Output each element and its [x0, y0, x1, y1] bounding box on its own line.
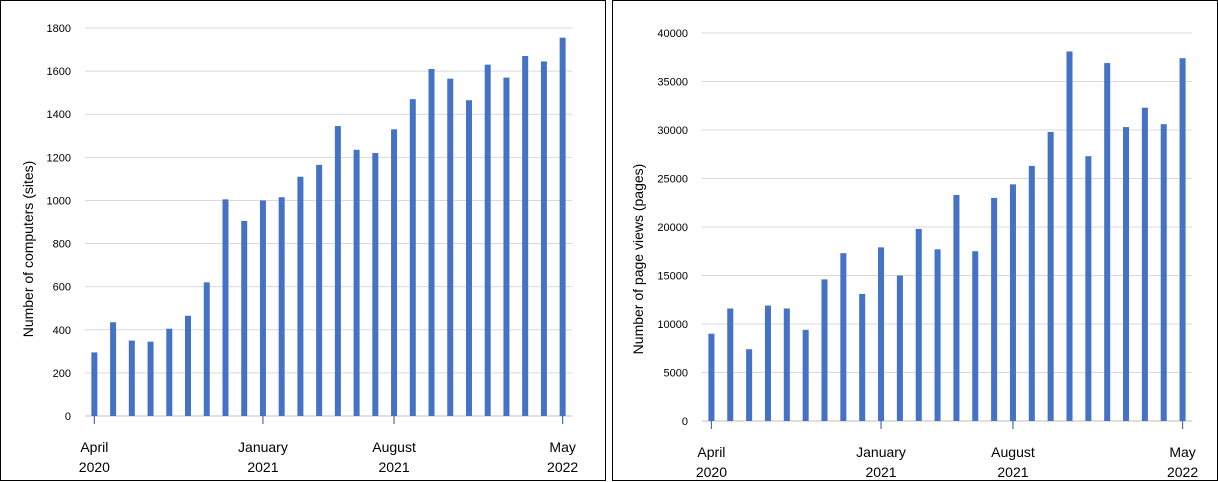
bar — [353, 149, 360, 417]
bar — [522, 56, 529, 417]
bar — [783, 308, 790, 421]
bar — [185, 315, 192, 416]
bar — [1066, 51, 1073, 422]
y-tick-label: 1800 — [47, 23, 71, 35]
computers-chart-panel: 0 200 400 600 800 1000 1200 1400 1600 1800 April 20… — [0, 0, 606, 481]
x-tick-label-year: 2021 — [865, 464, 896, 480]
x-tick-label-month: January — [238, 439, 288, 455]
bar — [465, 100, 472, 416]
bar — [878, 247, 885, 421]
bar — [953, 194, 960, 421]
bar — [840, 253, 847, 421]
y-tick-label: 35000 — [657, 77, 688, 89]
y-tick-label: 1200 — [47, 152, 71, 164]
bar — [934, 249, 941, 421]
bar — [297, 176, 304, 416]
y-tick-label: 1400 — [47, 109, 71, 121]
bar — [802, 329, 809, 421]
bar — [540, 61, 547, 417]
bar — [484, 64, 491, 416]
bar — [991, 197, 998, 421]
y-tick-label: 800 — [53, 239, 71, 251]
bar — [259, 200, 266, 416]
y-tick-label: 400 — [53, 325, 71, 337]
bar — [316, 164, 323, 416]
bar — [128, 340, 135, 416]
bar — [821, 279, 828, 421]
bar — [278, 197, 285, 416]
y-tick-label: 1600 — [47, 66, 71, 78]
bar — [1009, 184, 1016, 421]
x-tick-label-month: May — [549, 439, 575, 455]
bar — [203, 282, 210, 416]
bar — [503, 77, 510, 417]
x-tick-label-year: 2022 — [547, 459, 578, 475]
bar — [1160, 124, 1167, 422]
bar — [746, 349, 753, 421]
bar — [334, 126, 341, 417]
bar — [166, 328, 173, 416]
bar — [110, 322, 117, 416]
bar — [859, 293, 866, 421]
bar — [147, 341, 154, 416]
bar — [1104, 63, 1111, 421]
y-axis-title: Number of computers (sites) — [20, 161, 36, 338]
bar — [447, 78, 454, 417]
y-tick-label: 200 — [53, 368, 71, 380]
bar — [241, 220, 248, 416]
y-tick-label: 0 — [682, 416, 688, 428]
x-tick-label-month: April — [80, 439, 108, 455]
bar — [764, 305, 771, 421]
bar — [559, 37, 566, 416]
y-tick-label: 1000 — [47, 195, 71, 207]
x-tick-label-year: 2021 — [247, 459, 278, 475]
computers-bar-chart: 0 200 400 600 800 1000 1200 1400 1600 1800 April 20… — [20, 23, 578, 475]
y-tick-label: 0 — [65, 411, 71, 423]
x-tick-label-month: August — [991, 444, 1035, 460]
y-tick-label: 600 — [53, 282, 71, 294]
x-tick-label-year: 2022 — [1167, 464, 1198, 480]
bar — [1085, 156, 1092, 421]
bar — [428, 68, 435, 416]
bar — [1179, 58, 1186, 421]
y-tick-label: 30000 — [657, 125, 688, 137]
bar — [1123, 127, 1130, 421]
x-tick-label-year: 2020 — [696, 464, 727, 480]
bar — [896, 275, 903, 421]
bar — [915, 228, 922, 421]
y-tick-label: 5000 — [664, 368, 688, 380]
bar — [222, 199, 229, 416]
y-tick-label: 10000 — [657, 319, 688, 331]
y-tick-label: 15000 — [657, 271, 688, 283]
bar — [91, 352, 98, 416]
bar — [1141, 107, 1148, 421]
bar — [1047, 131, 1054, 421]
bar — [727, 308, 734, 421]
x-tick-label-year: 2021 — [378, 459, 409, 475]
y-tick-label: 20000 — [657, 222, 688, 234]
y-axis-title: Number of page views (pages) — [630, 164, 646, 355]
page-views-bar-chart: 0 5000 10000 15000 20000 25000 30000 35000 40000… — [630, 28, 1198, 480]
bar — [1028, 165, 1035, 421]
x-tick-label-month: January — [856, 444, 906, 460]
x-tick-label-year: 2020 — [79, 459, 110, 475]
x-tick-label-month: May — [1169, 444, 1195, 460]
y-tick-label: 40000 — [657, 28, 688, 40]
x-tick-label-month: April — [697, 444, 725, 460]
x-tick-label-month: August — [372, 439, 416, 455]
bar — [972, 251, 979, 421]
bar — [708, 333, 715, 421]
y-tick-label: 25000 — [657, 174, 688, 186]
x-tick-label-year: 2021 — [997, 464, 1028, 480]
bar — [409, 99, 416, 416]
bar — [391, 129, 398, 417]
page-views-chart-panel: 0 5000 10000 15000 20000 25000 30000 35000 40000… — [612, 0, 1218, 481]
page-views-chart-group: 0 5000 10000 15000 20000 25000 30000 35000 40000… — [630, 28, 1198, 480]
bar — [372, 153, 379, 416]
